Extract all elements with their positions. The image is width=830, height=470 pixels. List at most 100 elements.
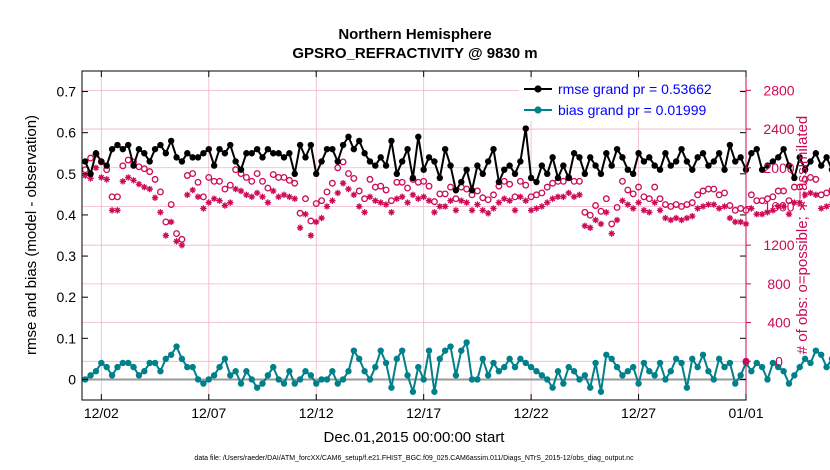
obs-assimilated-point — [522, 197, 529, 204]
bias-point — [629, 363, 637, 371]
rmse-point — [705, 162, 712, 169]
bias-point — [420, 376, 427, 383]
rmse-point — [796, 154, 803, 161]
obs-assimilated-point — [103, 176, 110, 183]
rmse-point — [560, 162, 567, 169]
rmse-point — [662, 150, 669, 157]
bias-point — [388, 384, 395, 391]
obs-assimilated-point — [350, 191, 358, 199]
y-tick-label-right: 2400 — [763, 121, 794, 137]
bias-point — [114, 363, 121, 371]
bias-point — [119, 359, 127, 367]
rmse-point — [715, 150, 723, 157]
rmse-point — [280, 154, 288, 161]
bias-point — [243, 368, 250, 375]
rmse-point — [436, 174, 443, 182]
bias-point — [146, 359, 153, 367]
rmse-point — [350, 145, 358, 153]
obs-assimilated-point — [565, 189, 572, 197]
rmse-point — [732, 158, 739, 165]
bias-point — [597, 388, 605, 395]
rmse-point — [302, 154, 309, 161]
bias-point — [570, 368, 578, 375]
obs-assimilated-point — [420, 193, 427, 200]
obs-assimilated-point — [823, 203, 830, 210]
bias-point — [259, 380, 266, 387]
obs-possible-point — [618, 177, 626, 185]
rmse-point — [157, 141, 164, 149]
obs-possible-point — [173, 230, 181, 238]
rmse-point — [361, 150, 368, 157]
rmse-point — [431, 158, 438, 165]
bias-point — [807, 359, 814, 367]
rmse-point — [114, 141, 121, 149]
obs-assimilated-point — [549, 195, 556, 202]
obs-possible-point — [151, 175, 159, 183]
rmse-point — [323, 145, 331, 153]
bias-point — [796, 363, 803, 371]
obs-possible-point — [828, 187, 830, 193]
obs-assimilated-point — [807, 189, 814, 197]
obs-possible-point — [285, 176, 293, 184]
y-axis-label-right: # of obs: o=possible; ∗=assimilated — [794, 116, 811, 355]
obs-assimilated-point — [748, 205, 755, 212]
rmse-point — [699, 150, 707, 157]
obs-assimilated-point — [775, 203, 782, 210]
obs-possible-point — [710, 185, 718, 193]
bias-point — [393, 355, 401, 363]
bias-point — [361, 368, 368, 375]
bias-point — [576, 376, 583, 383]
obs-assimilated-point — [98, 174, 105, 181]
rmse-point — [329, 145, 336, 153]
rmse-point — [146, 158, 153, 165]
rmse-point — [296, 141, 304, 149]
rmse-point — [785, 162, 793, 169]
bias-point — [565, 363, 572, 371]
obs-assimilated-point — [119, 178, 127, 185]
bias-point — [447, 343, 454, 350]
rmse-point — [721, 166, 728, 173]
obs-assimilated-point — [753, 211, 760, 218]
obs-assimilated-point — [339, 180, 347, 187]
obs-possible-point — [694, 191, 702, 199]
bias-point — [624, 368, 632, 375]
rmse-point — [823, 154, 830, 161]
obs-possible-point — [398, 178, 406, 186]
legend-box — [519, 80, 739, 121]
rmse-point — [313, 170, 320, 178]
obs-possible-point — [146, 168, 154, 176]
bias-point — [678, 359, 685, 367]
bias-point — [785, 380, 793, 387]
obs-possible-point — [366, 175, 374, 183]
bias-point — [415, 363, 422, 371]
rmse-point — [119, 145, 127, 153]
rmse-point — [189, 154, 196, 161]
bias-point — [141, 368, 148, 375]
bias-point — [377, 347, 384, 354]
bias-point — [248, 376, 255, 383]
rmse-point — [522, 125, 529, 132]
obs-assimilated-point — [296, 224, 304, 231]
obs-assimilated-point — [812, 191, 820, 199]
rmse-point — [801, 166, 809, 173]
rmse-point — [216, 145, 223, 153]
rmse-point — [162, 150, 170, 157]
rmse-point — [232, 158, 239, 165]
bias-point — [549, 384, 556, 391]
rmse-point — [694, 154, 701, 161]
rmse-point — [135, 145, 143, 153]
rmse-point — [108, 145, 116, 153]
y-tick-label-left: 0.7 — [57, 84, 77, 100]
obs-assimilated-point — [334, 189, 341, 197]
bias-point — [286, 368, 293, 375]
obs-assimilated-point — [108, 207, 116, 214]
obs-assimilated-point — [689, 212, 696, 220]
rmse-point — [640, 158, 648, 165]
obs-possible-point — [490, 191, 497, 199]
obs-possible-point — [747, 191, 755, 199]
obs-assimilated-point — [479, 207, 486, 214]
rmse-point — [259, 154, 266, 161]
bias-point — [372, 363, 379, 371]
rmse-point — [200, 150, 207, 157]
obs-assimilated-point — [216, 197, 223, 204]
